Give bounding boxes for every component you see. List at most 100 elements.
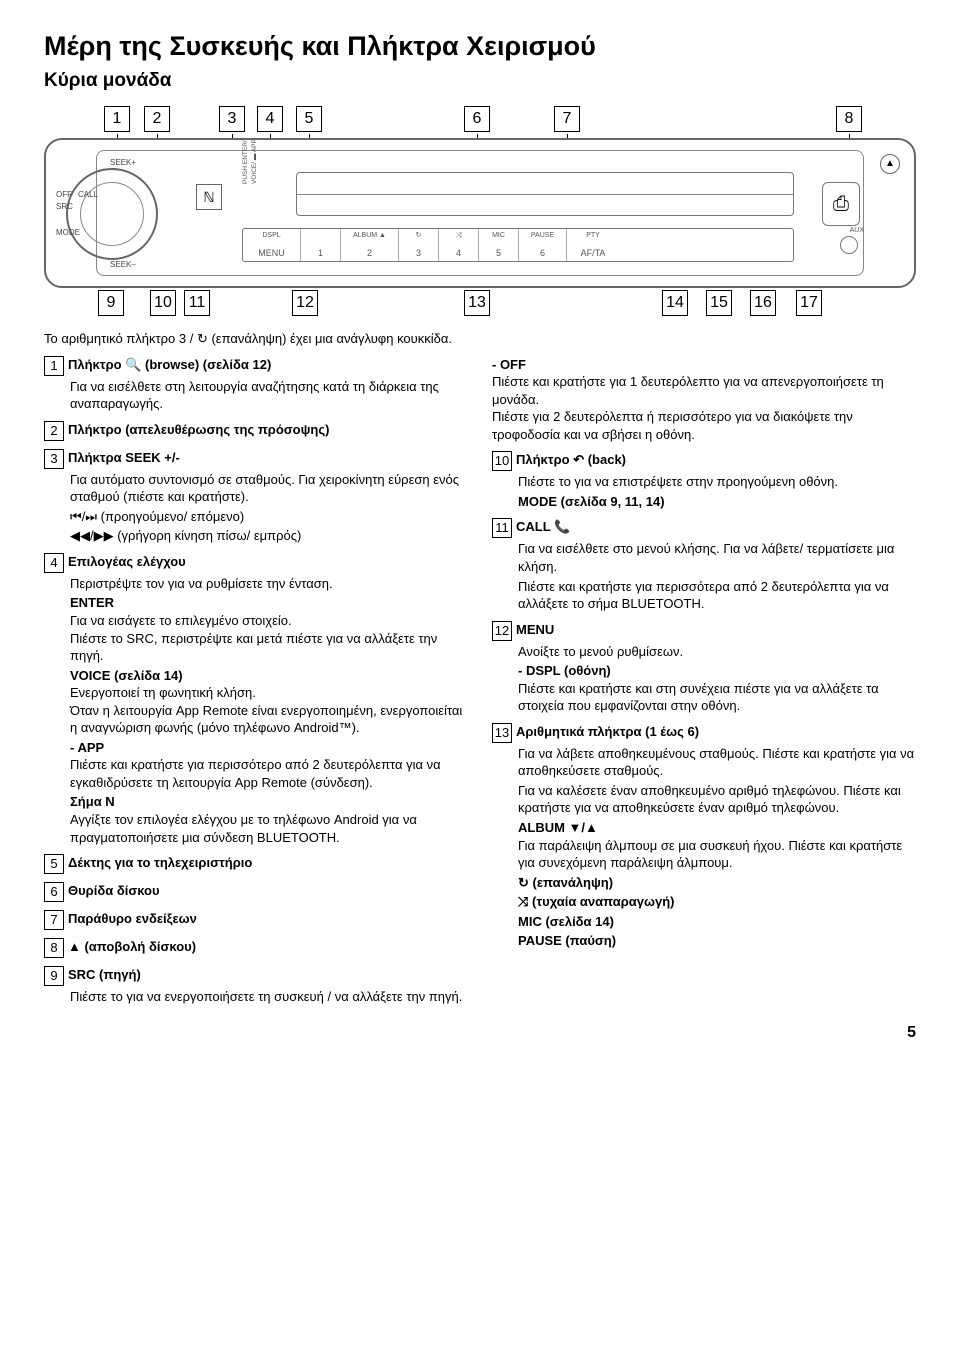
right-column: - OFFΠιέστε και κρατήστε για 1 δευτερόλε… xyxy=(492,356,916,1014)
panel-button: 1 xyxy=(301,229,341,261)
label-call: CALL xyxy=(78,190,98,201)
item-text: Πιέστε το για να ενεργοποιήσετε τη συσκε… xyxy=(70,988,468,1006)
aux-jack-icon xyxy=(840,236,858,254)
item-number-7: 7 xyxy=(44,910,64,930)
item-number-1: 1 xyxy=(44,356,64,376)
sub-head: ALBUM ▼/▲ xyxy=(518,819,916,837)
item-text: Ενεργοποιεί τη φωνητική κλήση. Όταν η λε… xyxy=(70,684,468,737)
item-text: Για παράλειψη άλμπουμ σε μια συσκευή ήχο… xyxy=(518,837,916,872)
callout-7: 7 xyxy=(554,106,580,132)
panel-button: DSPLMENU xyxy=(243,229,301,261)
panel-button: ALBUM ▲2 xyxy=(341,229,399,261)
item-text: Πιέστε και κρατήστε για περισσότερα από … xyxy=(518,578,916,613)
item-head: Πλήκτρο ↶ (back) xyxy=(516,452,626,467)
item-text: Πιέστε και κρατήστε και στη συνέχεια πιέ… xyxy=(518,680,916,715)
item-head: Θυρίδα δίσκου xyxy=(68,883,160,898)
sub-head: PAUSE (παύση) xyxy=(518,932,916,950)
item-text: Για να λάβετε αποθηκευμένους σταθμούς. Π… xyxy=(518,745,916,780)
item-number-13: 13 xyxy=(492,723,512,743)
item-number-12: 12 xyxy=(492,621,512,641)
nfc-icon: ℕ xyxy=(196,184,222,210)
panel-button: PTYAF/TA xyxy=(567,229,619,261)
item-head: MENU xyxy=(516,622,554,637)
item-text: Για να εισέλθετε στη λειτουργία αναζήτησ… xyxy=(70,378,468,413)
sub-head: Σήμα N xyxy=(70,793,468,811)
label-src: SRC xyxy=(56,202,73,213)
callout-1: 1 xyxy=(104,106,130,132)
item-text: ⏮/⏭ (προηγούμενο/ επόμενο) xyxy=(70,508,468,526)
item-number-9: 9 xyxy=(44,966,64,986)
left-column: 1 Πλήκτρο 🔍 (browse) (σελίδα 12) Για να ει… xyxy=(44,356,468,1014)
item-number-3: 3 xyxy=(44,449,64,469)
callout-9: 9 xyxy=(98,290,124,316)
sub-head: MIC (σελίδα 14) xyxy=(518,913,916,931)
label-seek-minus: SEEK– xyxy=(110,260,136,271)
disc-slot xyxy=(296,172,794,216)
item-head: Αριθμητικά πλήκτρα (1 έως 6) xyxy=(516,724,699,739)
panel-button: PAUSE6 xyxy=(519,229,567,261)
item-head: Παράθυρο ενδείξεων xyxy=(68,911,197,926)
sub-head: ENTER xyxy=(70,594,468,612)
callout-2: 2 xyxy=(144,106,170,132)
callout-6: 6 xyxy=(464,106,490,132)
item-text: Για να καλέσετε έναν αποθηκευμένο αριθμό… xyxy=(518,782,916,817)
item-head: Πλήκτρα SEEK +/- xyxy=(68,450,180,465)
item-number-11: 11 xyxy=(492,518,512,538)
item-text: Για αυτόματο συντονισμό σε σταθμούς. Για… xyxy=(70,471,468,506)
panel-button: ⤨4 xyxy=(439,229,479,261)
device-diagram: 12345678 SEEK+ SEEK– OFF SRC CALL MODE ℕ… xyxy=(44,106,916,320)
item-number-6: 6 xyxy=(44,882,64,902)
label-aux: AUX xyxy=(850,226,864,235)
sub-head: - DSPL (οθόνη) xyxy=(518,662,916,680)
item-head: Δέκτης για το τηλεχειριστήριο xyxy=(68,855,252,870)
item-head: Πλήκτρο 🔍 (browse) (σελίδα 12) xyxy=(68,357,271,372)
eject-icon: ▲ xyxy=(880,154,900,174)
sub-head: ⤨ (τυχαία αναπαραγωγή) xyxy=(518,893,916,911)
callout-17: 17 xyxy=(796,290,822,316)
callout-15: 15 xyxy=(706,290,732,316)
callout-5: 5 xyxy=(296,106,322,132)
diagram-caption: Το αριθμητικό πλήκτρο 3 / ↻ (επανάληψη) … xyxy=(44,330,916,348)
label-off: OFF xyxy=(56,190,72,201)
item-number-8: 8 xyxy=(44,938,64,958)
item-number-2: 2 xyxy=(44,421,64,441)
sub-head: MODE (σελίδα 9, 11, 14) xyxy=(518,493,916,511)
callout-13: 13 xyxy=(464,290,490,316)
label-push-enter: PUSH ENTER/ VOICE/ ▬ APP xyxy=(242,139,260,184)
item-number-5: 5 xyxy=(44,854,64,874)
callout-8: 8 xyxy=(836,106,862,132)
item-text: Περιστρέψτε τον για να ρυθμίσετε την έντ… xyxy=(70,575,468,593)
section-title: Κύρια μονάδα xyxy=(44,68,916,94)
item-head: SRC (πηγή) xyxy=(68,967,141,982)
item-text: ◀◀/▶▶ (γρήγορη κίνηση πίσω/ εμπρός) xyxy=(70,527,468,545)
callout-4: 4 xyxy=(257,106,283,132)
sub-head: - APP xyxy=(70,739,468,757)
item-head: Επιλογέας ελέγχου xyxy=(68,554,186,569)
item-number-10: 10 xyxy=(492,451,512,471)
panel-button: MIC5 xyxy=(479,229,519,261)
item-text: Αγγίξτε τον επιλογέα ελέγχου με το τηλέφ… xyxy=(70,811,468,846)
item-head: CALL 📞 xyxy=(516,519,570,534)
callout-16: 16 xyxy=(750,290,776,316)
sub-head: - OFF xyxy=(492,356,916,374)
page-title: Μέρη της Συσκευής και Πλήκτρα Χειρισμού xyxy=(44,28,916,64)
panel-button: ↻3 xyxy=(399,229,439,261)
item-text: Πιέστε και κρατήστε για 1 δευτερόλεπτο γ… xyxy=(492,373,916,443)
label-seek-plus: SEEK+ xyxy=(110,158,136,169)
item-head: ▲ (αποβολή δίσκου) xyxy=(68,939,196,954)
page-number: 5 xyxy=(44,1022,916,1044)
sub-head: VOICE (σελίδα 14) xyxy=(70,667,468,685)
sub-head: ↻ (επανάληψη) xyxy=(518,874,916,892)
item-text: Ανοίξτε το μενού ρυθμίσεων. xyxy=(518,643,916,661)
callout-14: 14 xyxy=(662,290,688,316)
item-text: Πιέστε και κρατήστε για περισσότερο από … xyxy=(70,756,468,791)
item-number-4: 4 xyxy=(44,553,64,573)
item-text: Για να εισάγετε το επιλεγμένο στοιχείο. … xyxy=(70,612,468,665)
callout-3: 3 xyxy=(219,106,245,132)
callout-12: 12 xyxy=(292,290,318,316)
label-mode: MODE xyxy=(56,228,80,239)
button-row: DSPLMENU1ALBUM ▲2↻3⤨4MIC5PAUSE6PTYAF/TA xyxy=(242,228,794,262)
callout-11: 11 xyxy=(184,290,210,316)
item-head: Πλήκτρο (απελευθέρωσης της πρόσοψης) xyxy=(68,422,329,437)
usb-icon: ⎙ xyxy=(822,182,860,226)
